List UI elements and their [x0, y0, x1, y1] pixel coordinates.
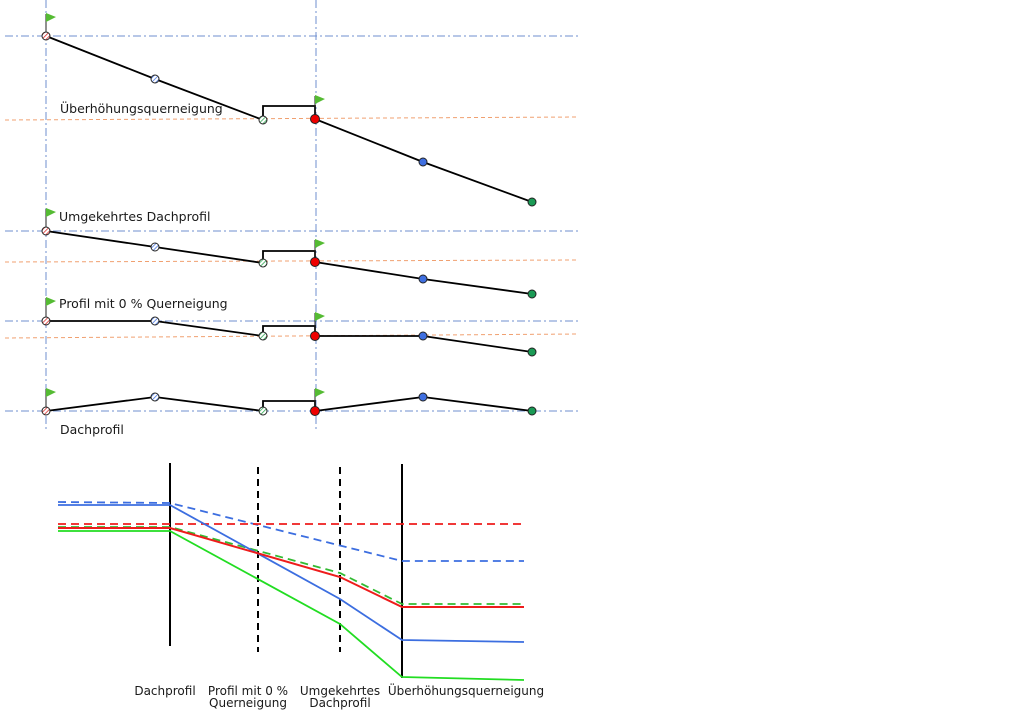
edge-marker-hatched-red	[41, 316, 51, 326]
profile-label-dach: Dachprofil	[60, 422, 124, 437]
edge-marker-green	[527, 347, 537, 357]
left-flag	[45, 208, 56, 229]
center-flag	[314, 239, 325, 259]
profile-null-prozent: Profil mit 0 % Querneigung	[4, 296, 579, 357]
lane-marker-hatched-green	[258, 258, 268, 268]
profile-label-ueberhoehung: Überhöhungsquerneigung	[60, 100, 223, 116]
edge-marker-green	[527, 197, 537, 207]
blue-solid-curve	[58, 504, 525, 643]
blue-dashed-curve	[57, 501, 524, 562]
station-label-null-line1: Profil mit 0 %	[208, 684, 288, 698]
reference-level	[4, 333, 579, 339]
left-flag	[45, 13, 56, 34]
center-flag	[314, 312, 325, 333]
lane-marker-blue	[418, 331, 428, 341]
edge-marker-green	[527, 289, 537, 299]
edge-marker-hatched-red	[41, 31, 51, 41]
profile-ueberhoehung: Überhöhungsquerneigung	[4, 13, 579, 207]
lane-marker-hatched-blue	[150, 242, 160, 252]
median-step	[262, 325, 316, 336]
lane-marker-blue	[418, 157, 428, 167]
edge-marker-green	[527, 406, 537, 416]
profile-label-umgekehrt: Umgekehrtes Dachprofil	[59, 209, 210, 224]
station-label-umgekehrt-line2: Dachprofil	[309, 696, 370, 710]
lane-marker-hatched-green	[258, 406, 268, 416]
profile-dach: Dachprofil	[5, 388, 578, 437]
lane-marker-hatched-green	[258, 115, 268, 125]
center-marker-red	[310, 406, 320, 416]
edge-marker-hatched-red	[41, 406, 51, 416]
profiles-section: Überhöhungsquerneigung Umgekehrtes Dachp…	[4, 0, 579, 437]
green-solid-curve	[58, 530, 525, 681]
reference-level	[4, 259, 579, 263]
lane-marker-blue	[418, 392, 428, 402]
transition-section: Dachprofil Profil mit 0 % Querneigung Um…	[57, 463, 544, 710]
station-label-dachprofil: Dachprofil	[134, 684, 195, 698]
lane-marker-hatched-blue	[150, 74, 160, 84]
center-marker-red	[310, 331, 320, 341]
median-step	[262, 400, 316, 411]
center-marker-red	[310, 257, 320, 267]
left-flag	[45, 297, 56, 318]
lane-marker-hatched-blue	[150, 392, 160, 402]
lane-marker-blue	[418, 274, 428, 284]
left-flag	[45, 388, 56, 408]
reference-level	[4, 116, 579, 121]
station-label-null-line2: Querneigung	[209, 696, 287, 710]
center-marker-red	[310, 114, 320, 124]
median-step	[262, 105, 316, 120]
edge-marker-hatched-red	[41, 226, 51, 236]
green-dashed-curve	[58, 526, 524, 605]
red-solid-curve	[58, 527, 524, 608]
center-flag	[314, 388, 325, 408]
profile-label-null-prozent: Profil mit 0 % Querneigung	[59, 296, 228, 311]
lane-marker-hatched-blue	[150, 316, 160, 326]
center-flag	[314, 95, 325, 116]
profile-umgekehrt: Umgekehrtes Dachprofil	[4, 208, 579, 299]
station-label-umgekehrt-line1: Umgekehrtes	[300, 684, 380, 698]
station-label-ueberhoehung: Überhöhungsquerneigung	[388, 682, 544, 698]
lane-marker-hatched-green	[258, 331, 268, 341]
